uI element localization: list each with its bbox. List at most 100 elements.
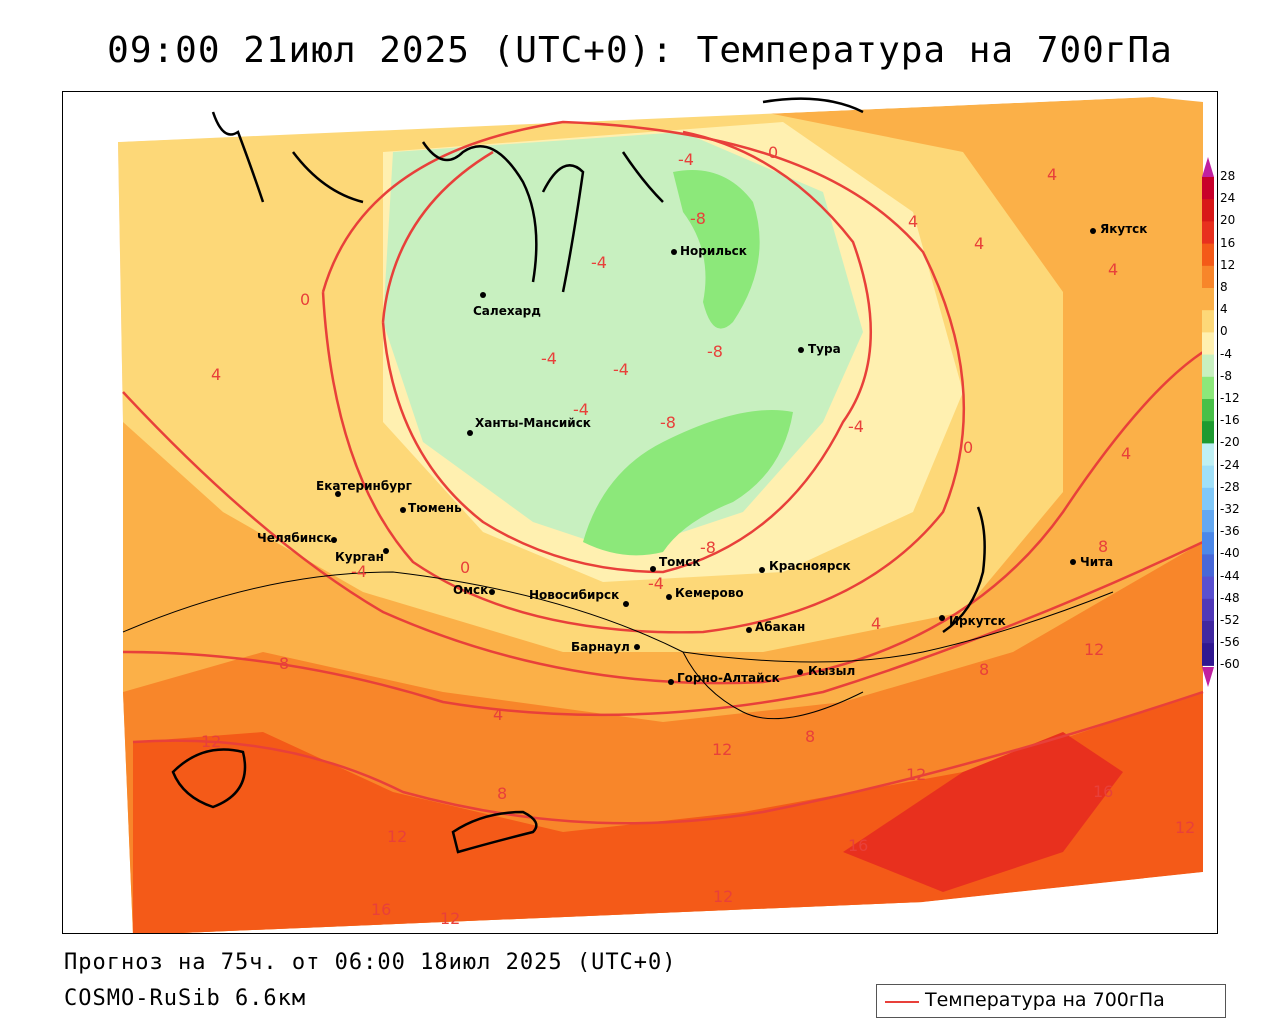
- legend-label: Температура на 700гПа: [925, 989, 1165, 1011]
- color-scale-tick-label: -48: [1220, 590, 1240, 605]
- color-scale-segment: [1202, 199, 1214, 222]
- color-scale-segment: [1202, 243, 1214, 267]
- city-label: Якутск: [1100, 222, 1147, 236]
- contour-label: 0: [300, 290, 310, 309]
- contour-label: 8: [979, 660, 989, 679]
- contour-label: 12: [440, 909, 460, 928]
- color-scale-tick-label: 24: [1220, 191, 1236, 206]
- contour-label: 12: [906, 765, 926, 784]
- model-info: COSMO-RuSib 6.6км: [64, 986, 307, 1011]
- color-scale-tick-label: -24: [1220, 457, 1240, 472]
- color-scale-segment: [1202, 399, 1214, 422]
- color-scale-tick-label: -28: [1220, 479, 1240, 494]
- city-label: Абакан: [755, 620, 805, 634]
- forecast-info: Прогноз на 75ч. от 06:00 18июл 2025 (UTC…: [64, 950, 677, 975]
- city-abakan: Абакан: [746, 620, 805, 634]
- city-chita: Чита: [1070, 555, 1113, 569]
- contour-label: 16: [371, 900, 391, 919]
- city-kurgan: Курган: [335, 548, 389, 564]
- city-tura: Тура: [798, 342, 841, 356]
- contour-label: -4: [573, 400, 589, 419]
- city-label: Курган: [335, 550, 384, 564]
- contour-label: 12: [387, 827, 407, 846]
- color-scale-tick-label: -12: [1220, 391, 1240, 405]
- color-scale-arrow-up-icon: [1202, 157, 1214, 177]
- city-novosibirsk: Новосибирск: [529, 588, 629, 607]
- legend-line-swatch: [885, 1001, 919, 1003]
- contour-label: 0: [460, 558, 470, 577]
- contour-label: 4: [871, 614, 881, 633]
- city-tomsk: Томск: [650, 555, 701, 572]
- color-scale-segment: [1202, 221, 1214, 245]
- color-scale-tick-label: -44: [1220, 568, 1240, 583]
- color-scale-segment: [1202, 532, 1214, 555]
- contour-label: -4: [591, 253, 607, 272]
- color-scale-segment: [1202, 265, 1214, 289]
- contour-label: -4: [648, 574, 664, 593]
- contour-label: 4: [1108, 260, 1118, 279]
- color-scale-segment: [1202, 332, 1214, 356]
- contour-label: 12: [1084, 640, 1104, 659]
- color-scale-segments: [1202, 177, 1214, 666]
- contour-label: 4: [908, 212, 918, 231]
- contour-label: 4: [1047, 165, 1057, 184]
- city-label: Новосибирск: [529, 588, 619, 602]
- color-scale-tick-label: 28: [1220, 169, 1236, 183]
- color-scale-tick-label: -32: [1220, 502, 1240, 516]
- contour-label: -8: [700, 538, 716, 557]
- city-tyumen: Тюмень: [400, 501, 462, 515]
- contour-label: -4: [613, 360, 629, 379]
- city-label: Иркутск: [949, 614, 1006, 628]
- color-scale-arrow-down-icon: [1202, 667, 1214, 687]
- contour-label: 12: [201, 732, 221, 751]
- contour-label: -4: [351, 562, 367, 581]
- city-yakutsk: Якутск: [1090, 222, 1147, 236]
- color-scale-tick-label: -20: [1220, 435, 1240, 450]
- city-krasnoyarsk: Красноярск: [759, 559, 851, 573]
- city-label: Кемерово: [675, 586, 744, 600]
- contour-label: -4: [678, 150, 694, 169]
- color-scale-tick-label: 4: [1220, 302, 1228, 317]
- city-gorno-altaysk: Горно-Алтайск: [668, 671, 780, 685]
- city-label: Кызыл: [808, 664, 855, 678]
- map-area[interactable]: Салехард Норильск Тура Якутск Ханты-Манс…: [62, 91, 1218, 934]
- contour-label: 12: [1175, 818, 1195, 837]
- color-scale-segment: [1202, 310, 1214, 333]
- color-scale-segment: [1202, 487, 1214, 511]
- contour-label: -4: [848, 417, 864, 436]
- color-scale-tick-label: 20: [1220, 213, 1236, 228]
- contour-label: 16: [1093, 782, 1113, 801]
- city-label: Тура: [808, 342, 841, 356]
- contour-label: 8: [497, 784, 507, 803]
- city-kyzyl: Кызыл: [797, 664, 855, 678]
- color-scale-segment: [1202, 354, 1214, 378]
- city-label: Норильск: [680, 244, 747, 258]
- contour-label: 8: [805, 727, 815, 746]
- city-norilsk: Норильск: [671, 244, 747, 258]
- color-scale-tick-label: 12: [1220, 257, 1236, 272]
- color-scale-segment: [1202, 421, 1214, 444]
- contour-label: 0: [963, 438, 973, 457]
- temperature-map-svg: Салехард Норильск Тура Якутск Ханты-Манс…: [63, 92, 1217, 933]
- contour-label: 4: [211, 365, 221, 384]
- city-irkutsk: Иркутск: [939, 614, 1006, 628]
- color-scale-tick-label: -4: [1220, 346, 1232, 361]
- color-scale-bar: [1202, 157, 1214, 687]
- city-omsk: Омск: [453, 583, 495, 597]
- map-legend: Температура на 700гПа: [876, 984, 1226, 1018]
- city-label: Екатеринбург: [316, 479, 412, 493]
- contour-label: -8: [690, 209, 706, 228]
- color-scale-segment: [1202, 465, 1214, 489]
- city-markers: Салехард Норильск Тура Якутск Ханты-Манс…: [257, 222, 1147, 685]
- contour-label: 4: [974, 234, 984, 253]
- color-scale-segment: [1202, 598, 1214, 622]
- color-scale-segment: [1202, 643, 1214, 666]
- city-label: Томск: [659, 555, 701, 569]
- color-scale-segment: [1202, 376, 1214, 400]
- color-scale-segment: [1202, 288, 1214, 311]
- color-scale-tick-label: 8: [1220, 280, 1228, 294]
- color-scale: 28 24 20 16 12 8 4 0 -4 -8 -12 -16 -20 -24 -28 -32 -36 -4…: [1200, 155, 1280, 695]
- city-label: Челябинск: [257, 531, 332, 545]
- city-label: Тюмень: [408, 501, 462, 515]
- city-label: Ханты-Мансийск: [475, 416, 591, 430]
